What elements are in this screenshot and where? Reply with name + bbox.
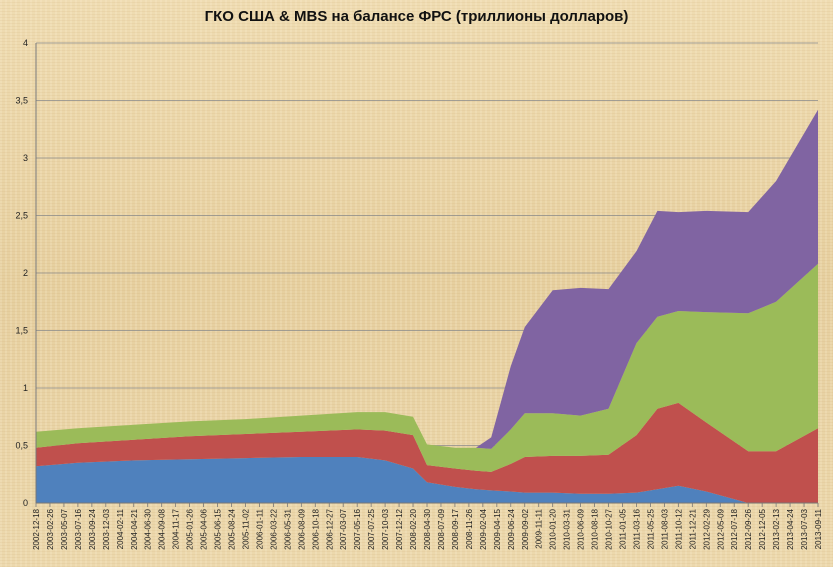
- x-tick-label: 2008-02-20: [409, 508, 418, 549]
- x-tick-label: 2006-10-18: [311, 508, 320, 549]
- x-tick-label: 2006-01-11: [255, 508, 264, 549]
- x-tick-label: 2009-09-02: [521, 508, 530, 549]
- x-tick-label: 2012-05-09: [716, 508, 725, 549]
- x-tick-label: 2005-04-06: [200, 508, 209, 549]
- x-tick-label: 2013-09-11: [814, 508, 823, 549]
- x-tick-label: 2010-08-18: [591, 508, 600, 549]
- x-tick-label: 2007-05-16: [353, 508, 362, 549]
- x-tick-label: 2013-04-24: [786, 508, 795, 549]
- x-tick-label: 2011-05-25: [646, 508, 655, 549]
- y-tick-label: 2: [23, 268, 28, 278]
- x-tick-label: 2008-11-26: [465, 508, 474, 549]
- x-tick-label: 2009-11-11: [535, 508, 544, 548]
- x-tick-label: 2006-05-31: [283, 508, 292, 549]
- x-tick-label: 2010-10-27: [605, 508, 614, 549]
- x-tick-label: 2011-12-21: [688, 508, 697, 549]
- x-tick-label: 2007-07-25: [367, 508, 376, 549]
- x-tick-label: 2010-01-20: [549, 508, 558, 549]
- x-tick-label: 2004-02-11: [116, 508, 125, 549]
- area-series-3: [36, 263, 818, 472]
- y-tick-label: 1,5: [15, 326, 28, 336]
- x-tick-label: 2004-11-17: [172, 508, 181, 549]
- x-tick-label: 2004-06-30: [144, 508, 153, 549]
- x-tick-label: 2008-04-30: [423, 508, 432, 549]
- x-tick-label: 2006-08-09: [297, 508, 306, 549]
- y-tick-label: 0: [23, 498, 28, 508]
- x-tick-label: 2003-07-16: [74, 508, 83, 549]
- x-tick-label: 2011-01-05: [619, 508, 628, 549]
- x-tick-label: 2007-10-03: [381, 508, 390, 549]
- x-tick-label: 2008-07-09: [437, 508, 446, 549]
- x-tick-label: 2005-06-15: [214, 508, 223, 549]
- x-tick-label: 2009-02-04: [479, 508, 488, 549]
- y-tick-label: 0,5: [15, 441, 28, 451]
- area-series-2: [36, 402, 818, 503]
- x-tick-label: 2003-02-26: [46, 508, 55, 549]
- x-tick-label: 2007-12-12: [395, 508, 404, 549]
- x-tick-label: 2012-07-18: [730, 508, 739, 549]
- x-tick-label: 2004-09-08: [158, 508, 167, 549]
- x-tick-label: 2003-09-24: [88, 508, 97, 549]
- x-tick-label: 2012-09-26: [744, 508, 753, 549]
- x-tick-label: 2005-01-26: [186, 508, 195, 549]
- y-tick-label: 1: [23, 383, 28, 393]
- x-tick-label: 2007-03-07: [339, 508, 348, 549]
- x-tick-label: 2002-12-18: [32, 508, 41, 549]
- x-tick-label: 2008-09-17: [451, 508, 460, 549]
- y-tick-label: 3: [23, 153, 28, 163]
- x-tick-label: 2013-02-13: [772, 508, 781, 549]
- y-tick-label: 2,5: [15, 211, 28, 221]
- x-tick-label: 2011-08-03: [660, 508, 669, 549]
- x-tick-label: 2003-12-03: [102, 508, 111, 549]
- x-tick-label: 2006-03-22: [269, 508, 278, 549]
- x-tick-label: 2006-12-27: [325, 508, 334, 549]
- x-tick-label: 2005-08-24: [228, 508, 237, 549]
- chart-title: ГКО США & MBS на балансе ФРС (триллионы …: [204, 8, 629, 25]
- x-tick-label: 2012-12-05: [758, 508, 767, 549]
- y-tick-label: 4: [23, 38, 28, 48]
- x-tick-label: 2004-04-21: [130, 508, 139, 549]
- x-tick-label: 2010-06-09: [577, 508, 586, 549]
- x-tick-label: 2010-03-31: [563, 508, 572, 549]
- x-tick-label: 2011-03-16: [632, 508, 641, 549]
- y-tick-label: 3,5: [15, 96, 28, 106]
- x-tick-label: 2013-07-03: [800, 508, 809, 549]
- x-tick-label: 2011-10-12: [674, 508, 683, 549]
- area-series-4: [36, 109, 818, 449]
- x-tick-label: 2009-06-24: [507, 508, 516, 549]
- x-tick-label: 2005-11-02: [241, 508, 250, 549]
- x-tick-label: 2009-04-15: [493, 508, 502, 549]
- x-tick-label: 2012-02-29: [702, 508, 711, 549]
- x-tick-label: 2003-05-07: [60, 508, 69, 549]
- area-series-1: [36, 457, 818, 503]
